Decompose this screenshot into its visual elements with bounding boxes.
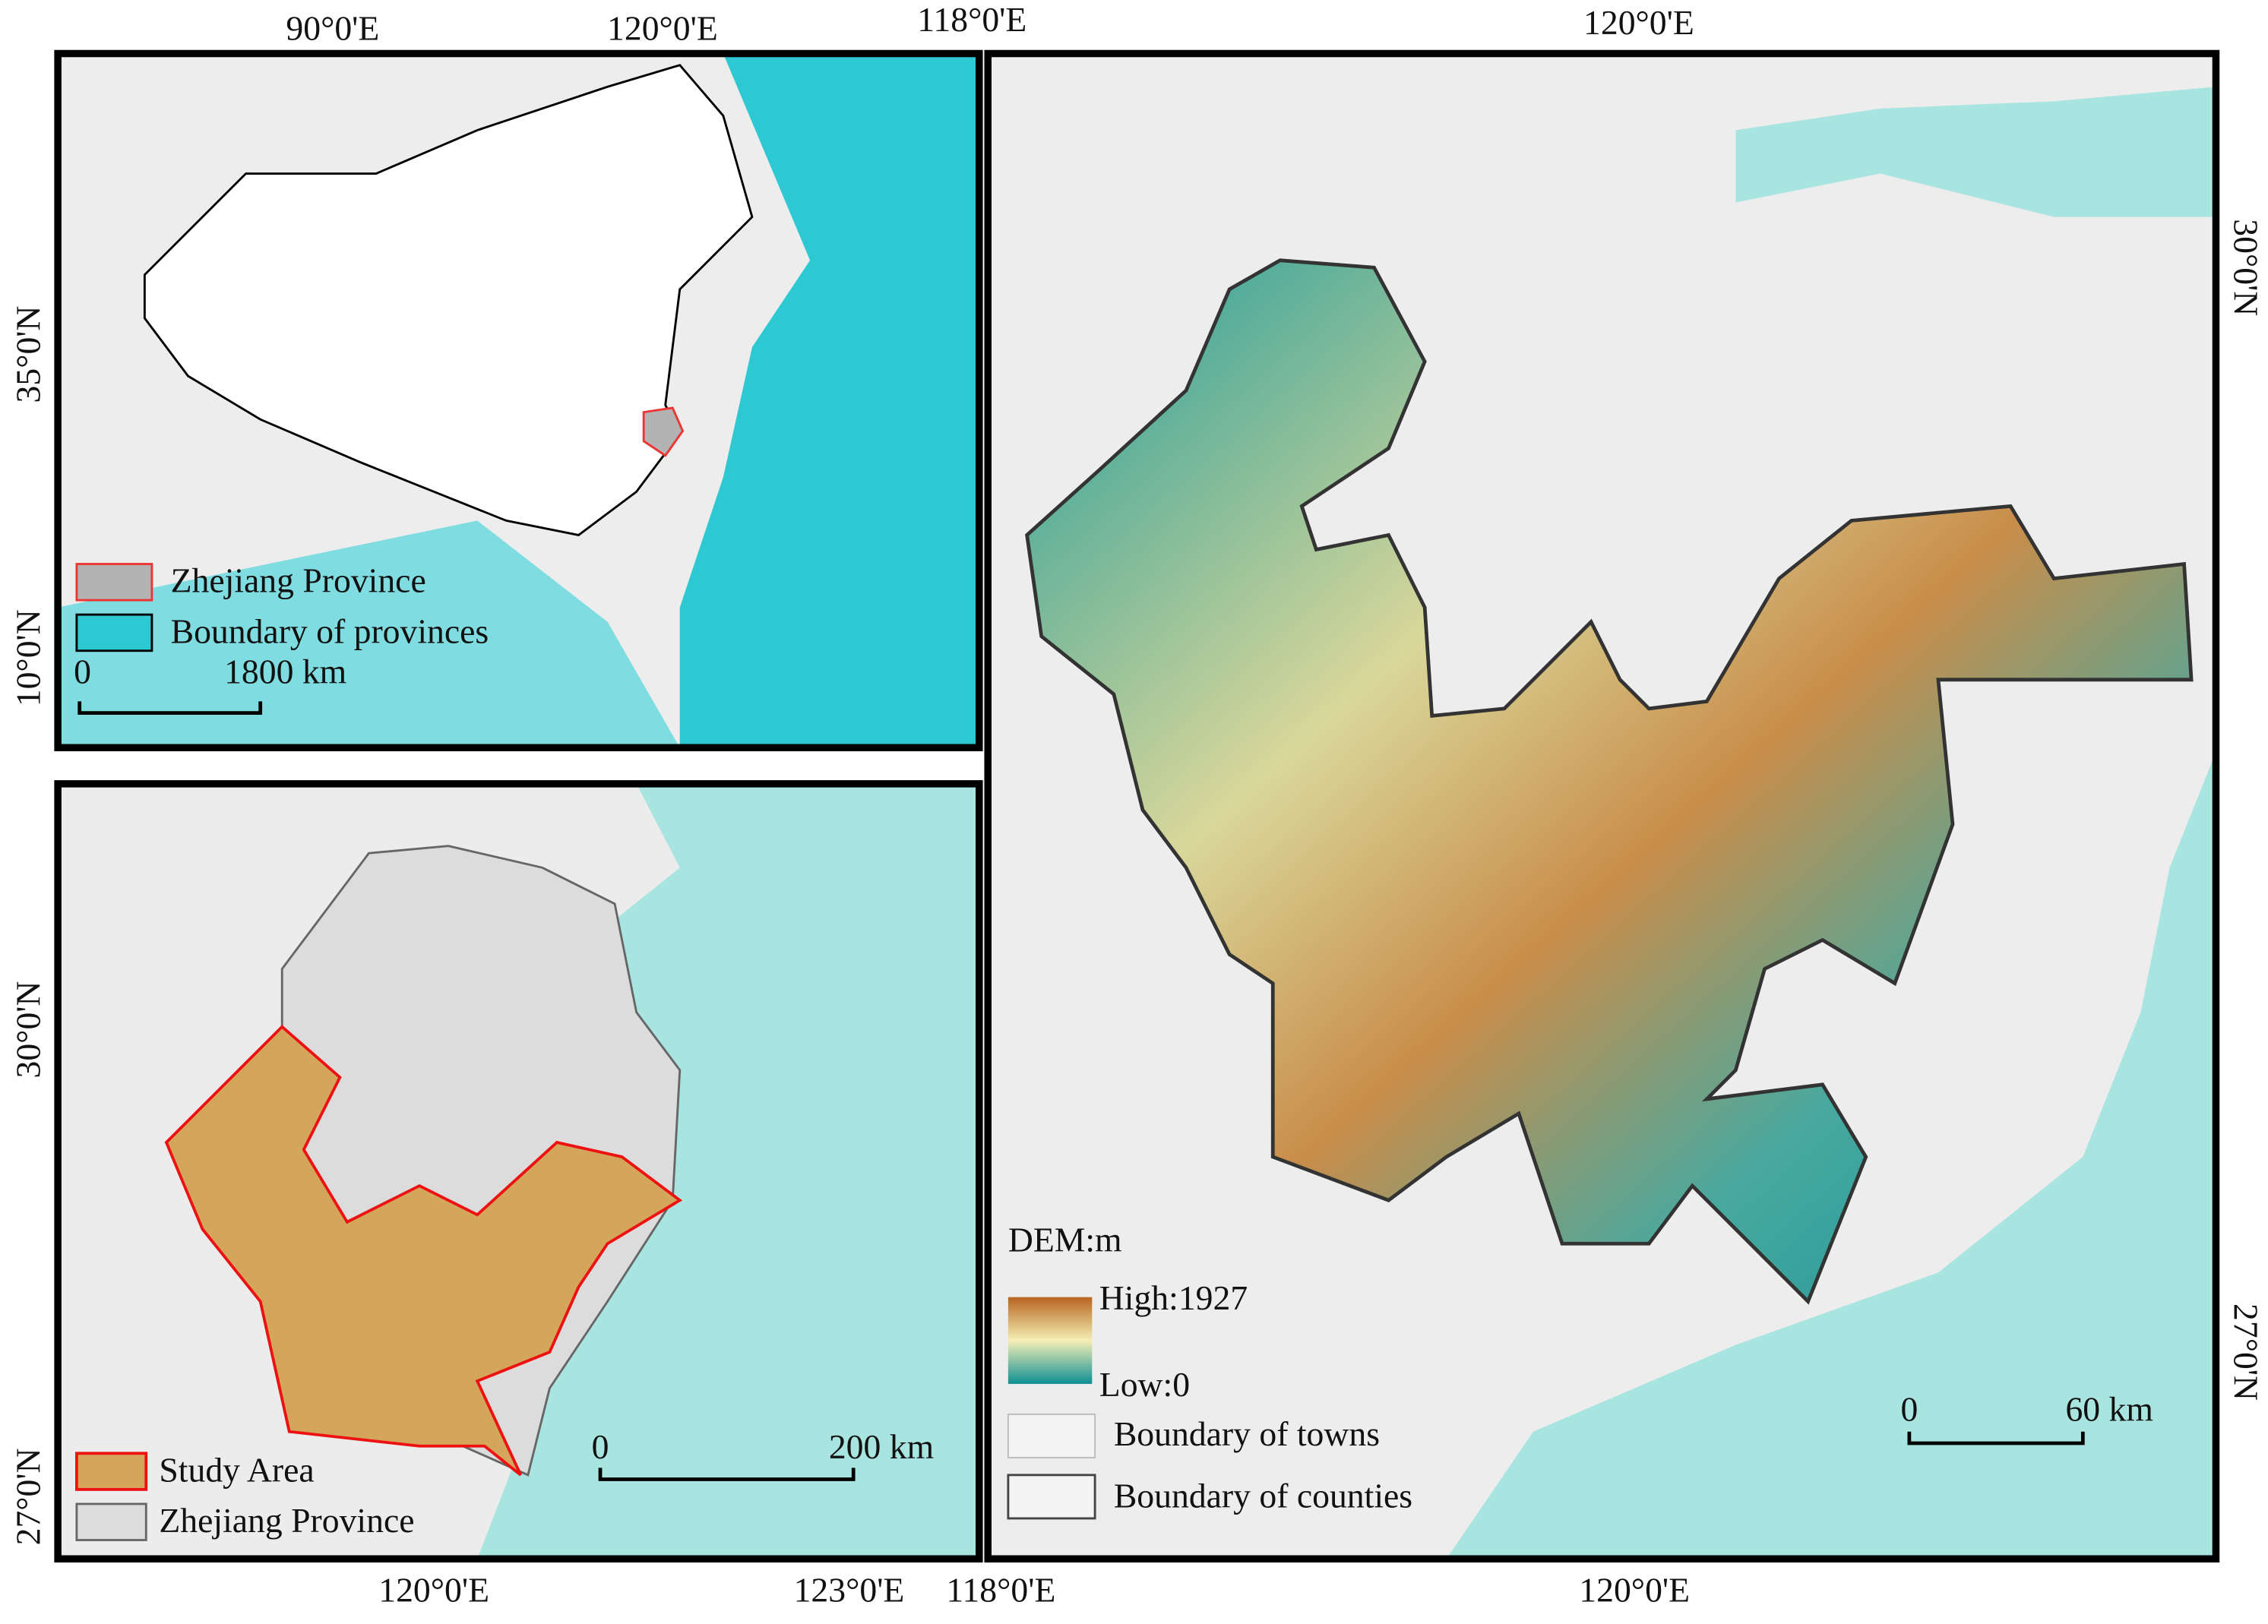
scale-bar xyxy=(598,1468,856,1481)
study-area xyxy=(164,1025,683,1477)
tick-label: 120°0'E xyxy=(1579,1570,1690,1609)
tick-label: 27°0'N xyxy=(8,1448,47,1545)
legend-label: Zhejiang Province xyxy=(159,1501,414,1540)
tick-label: 10°0'N xyxy=(8,609,47,706)
legend-swatch xyxy=(75,563,153,602)
tick-label: 120°0'E xyxy=(1583,3,1694,42)
legend-swatch xyxy=(74,1452,148,1491)
china-map: 90°0'E 120°0'E 35°0'N 10°0'N Zhejiang Pr… xyxy=(8,8,983,752)
scale-bar xyxy=(1907,1431,2085,1445)
legend-label: Boundary of provinces xyxy=(171,611,489,650)
sea xyxy=(679,53,979,748)
scale-label: 0 xyxy=(74,652,91,691)
legend-label: Boundary of towns xyxy=(1114,1414,1380,1453)
zhejiang-mark xyxy=(642,406,685,457)
legend-label: Study Area xyxy=(159,1450,314,1489)
scale-label: 0 xyxy=(1900,1389,1918,1428)
legend-swatch xyxy=(1007,1474,1096,1520)
scale-label: 0 xyxy=(592,1427,609,1466)
legend-title: DEM:m xyxy=(1008,1221,1122,1259)
frame xyxy=(984,49,2220,1563)
scale-bar xyxy=(77,701,263,715)
frame xyxy=(54,49,983,752)
legend-label: High:1927 xyxy=(1099,1278,1248,1317)
tick-label: 118°0'E xyxy=(917,0,1026,39)
tick-label: 120°0'E xyxy=(607,8,718,47)
legend-label: Zhejiang Province xyxy=(171,561,426,600)
legend-swatch xyxy=(1007,1413,1096,1458)
south-sea xyxy=(58,520,680,748)
tick-label: 90°0'E xyxy=(286,8,379,47)
tick-label: 35°0'N xyxy=(8,305,47,403)
legend-label: Boundary of counties xyxy=(1114,1477,1412,1515)
sea xyxy=(1735,87,2216,217)
frame xyxy=(54,780,983,1563)
study-area-dem xyxy=(1025,258,2194,1305)
legend-swatch xyxy=(75,613,153,652)
tick-label: 30°0'N xyxy=(2226,219,2265,316)
tick-label: 123°0'E xyxy=(794,1570,905,1609)
tick-label: 27°0'N xyxy=(2226,1303,2265,1401)
legend-swatch xyxy=(75,1502,147,1541)
scale-label: 1800 km xyxy=(224,652,346,691)
scale-label: 200 km xyxy=(829,1427,934,1466)
tick-label: 120°0'E xyxy=(378,1570,489,1609)
zhejiang-map: 30°0'N 27°0'N 120°0'E 123°0'E Study Area… xyxy=(8,780,983,1609)
tick-label: 118°0'E xyxy=(946,1570,1055,1609)
scale-label: 60 km xyxy=(2065,1389,2153,1428)
legend-label: Low:0 xyxy=(1099,1365,1190,1404)
sea xyxy=(1446,751,2216,1559)
tick-label: 30°0'N xyxy=(8,981,47,1079)
study-area-map: 118°0'E 120°0'E 30°0'N 27°0'N 118°0'E 12… xyxy=(917,0,2265,1609)
dem-ramp xyxy=(1007,1297,1093,1384)
